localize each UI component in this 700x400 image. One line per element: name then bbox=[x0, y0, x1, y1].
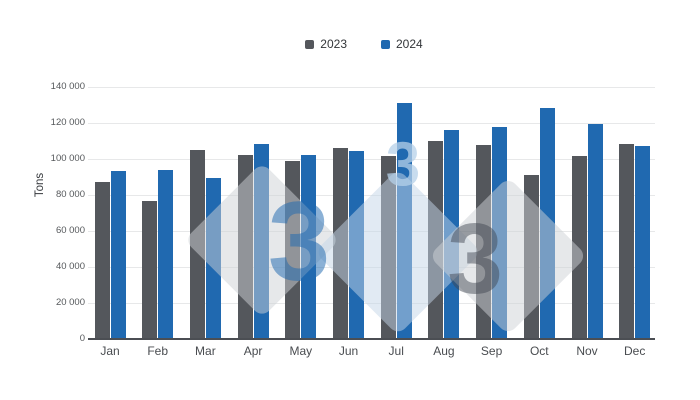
y-tick-label: 20 000 bbox=[55, 297, 85, 308]
bar-2024-jul[interactable] bbox=[396, 103, 412, 339]
legend-swatch-2024-icon bbox=[381, 39, 390, 49]
x-tick-label-aug: Aug bbox=[433, 344, 455, 358]
bar-2023-jun[interactable] bbox=[333, 148, 348, 339]
x-tick-label-feb: Feb bbox=[147, 344, 169, 358]
x-tick-label-may: May bbox=[289, 344, 313, 358]
y-tick-label: 80 000 bbox=[55, 189, 85, 200]
y-tick-label: 40 000 bbox=[55, 261, 85, 272]
x-tick-label-mar: Mar bbox=[195, 344, 216, 358]
x-tick-label-jul: Jul bbox=[388, 344, 404, 358]
bar-2023-jul[interactable] bbox=[380, 156, 396, 339]
gridline-120000 bbox=[88, 122, 655, 124]
bar-2023-dec[interactable] bbox=[619, 143, 635, 339]
bar-2024-mar[interactable] bbox=[205, 177, 221, 339]
bar-2023-may[interactable] bbox=[285, 160, 301, 339]
y-tick-label: 100 000 bbox=[50, 153, 85, 164]
x-tick-label-nov: Nov bbox=[576, 344, 598, 358]
y-tick-label: 0 bbox=[79, 333, 85, 344]
gridline-140000 bbox=[88, 86, 655, 88]
legend-item-2024[interactable]: 2024 bbox=[381, 36, 423, 52]
bar-2024-apr[interactable] bbox=[253, 143, 269, 339]
bar-2023-mar[interactable] bbox=[189, 150, 205, 339]
bar-2024-jan[interactable] bbox=[110, 170, 126, 339]
x-tick-label-sep: Sep bbox=[480, 344, 503, 358]
bar-2024-jun[interactable] bbox=[349, 150, 364, 339]
bar-2023-apr[interactable] bbox=[237, 154, 253, 339]
x-axis-line bbox=[88, 338, 655, 340]
bar-2023-sep[interactable] bbox=[476, 144, 492, 339]
x-tick-label-apr: Apr bbox=[243, 344, 263, 358]
x-tick-label-jun: Jun bbox=[338, 344, 359, 358]
bar-2024-dec[interactable] bbox=[635, 146, 651, 339]
bar-2023-nov[interactable] bbox=[571, 156, 587, 339]
bar-2024-may[interactable] bbox=[301, 155, 317, 339]
y-tick-label: 120 000 bbox=[50, 117, 85, 128]
legend-item-2023[interactable]: 2023 bbox=[305, 36, 347, 52]
legend-label-2024: 2024 bbox=[396, 37, 423, 51]
x-tick-label-oct: Oct bbox=[529, 344, 549, 358]
bar-2024-aug[interactable] bbox=[444, 130, 460, 339]
bar-2024-oct[interactable] bbox=[539, 107, 555, 339]
legend: 2023 2024 bbox=[14, 36, 700, 52]
gridline-100000 bbox=[88, 158, 655, 160]
legend-swatch-2023-icon bbox=[305, 39, 315, 49]
y-tick-label: 60 000 bbox=[55, 225, 85, 236]
bar-2023-feb[interactable] bbox=[142, 201, 158, 339]
x-tick-label-dec: Dec bbox=[624, 344, 646, 358]
legend-label-2023: 2023 bbox=[320, 37, 347, 51]
bar-2024-sep[interactable] bbox=[492, 126, 508, 339]
bar-2023-oct[interactable] bbox=[523, 175, 539, 339]
bar-2024-feb[interactable] bbox=[158, 169, 174, 339]
x-tick-label-jan: Jan bbox=[100, 344, 120, 358]
bar-2023-jan[interactable] bbox=[94, 182, 110, 339]
y-tick-label: 140 000 bbox=[50, 81, 85, 92]
bar-2024-nov[interactable] bbox=[587, 123, 603, 339]
bar-2023-aug[interactable] bbox=[428, 141, 444, 339]
